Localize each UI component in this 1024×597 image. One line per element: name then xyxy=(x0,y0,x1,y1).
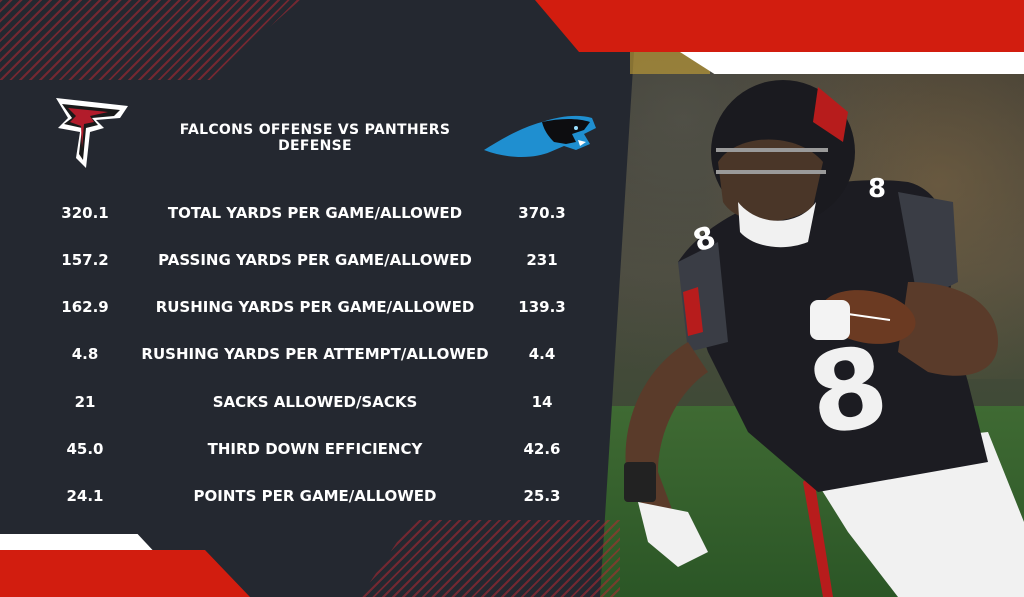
falcons-value: 157.2 xyxy=(61,251,109,269)
panthers-value: 231 xyxy=(526,251,558,269)
stat-row: 24.1 POINTS PER GAME/ALLOWED 25.3 xyxy=(0,479,600,509)
stat-row: 4.8 RUSHING YARDS PER ATTEMPT/ALLOWED 4.… xyxy=(0,337,600,367)
panthers-value: 42.6 xyxy=(523,440,561,458)
stat-label: RUSHING YARDS PER ATTEMPT/ALLOWED xyxy=(141,345,489,363)
falcons-logo-icon xyxy=(56,98,128,168)
red-banner-top xyxy=(535,0,1024,52)
stat-row: 157.2 PASSING YARDS PER GAME/ALLOWED 231 xyxy=(0,243,600,273)
falcons-value: 162.9 xyxy=(61,298,109,316)
stat-label: RUSHING YARDS PER GAME/ALLOWED xyxy=(155,298,475,316)
stat-row: 162.9 RUSHING YARDS PER GAME/ALLOWED 139… xyxy=(0,290,600,320)
panthers-value: 4.4 xyxy=(528,345,556,363)
white-stripe-top xyxy=(680,52,1024,74)
stat-label: TOTAL YARDS PER GAME/ALLOWED xyxy=(167,204,463,222)
panthers-value: 25.3 xyxy=(523,487,561,505)
stat-label: THIRD DOWN EFFICIENCY xyxy=(207,440,423,458)
falcons-value: 45.0 xyxy=(66,440,104,458)
stat-row: 45.0 THIRD DOWN EFFICIENCY 42.6 xyxy=(0,432,600,462)
right-glove xyxy=(810,300,850,340)
falcons-value: 320.1 xyxy=(61,204,109,222)
falcons-value: 24.1 xyxy=(66,487,104,505)
stat-label: SACKS ALLOWED/SACKS xyxy=(212,393,418,411)
wrist-band xyxy=(624,462,656,502)
falcons-value: 4.8 xyxy=(71,345,99,363)
red-banner-bottom xyxy=(0,550,250,597)
left-glove xyxy=(638,502,708,567)
matchup-title: FALCONS OFFENSE VS PANTHERS DEFENSE xyxy=(179,122,451,154)
player-photo: 8 8 8 xyxy=(598,52,1024,597)
panthers-value: 139.3 xyxy=(518,298,566,316)
panthers-value: 370.3 xyxy=(518,204,566,222)
stat-row: 21 SACKS ALLOWED/SACKS 14 xyxy=(0,385,600,415)
panthers-value: 14 xyxy=(531,393,553,411)
shoulder-number-right: 8 xyxy=(868,174,886,204)
stat-label: POINTS PER GAME/ALLOWED xyxy=(193,487,437,505)
player-illustration: 8 8 8 xyxy=(624,80,1024,597)
stat-row: 320.1 TOTAL YARDS PER GAME/ALLOWED 370.3 xyxy=(0,196,600,226)
stat-label: PASSING YARDS PER GAME/ALLOWED xyxy=(158,251,472,269)
falcons-value: 21 xyxy=(74,393,96,411)
stats-panel-bg xyxy=(0,0,640,597)
panthers-logo-icon xyxy=(484,115,596,157)
